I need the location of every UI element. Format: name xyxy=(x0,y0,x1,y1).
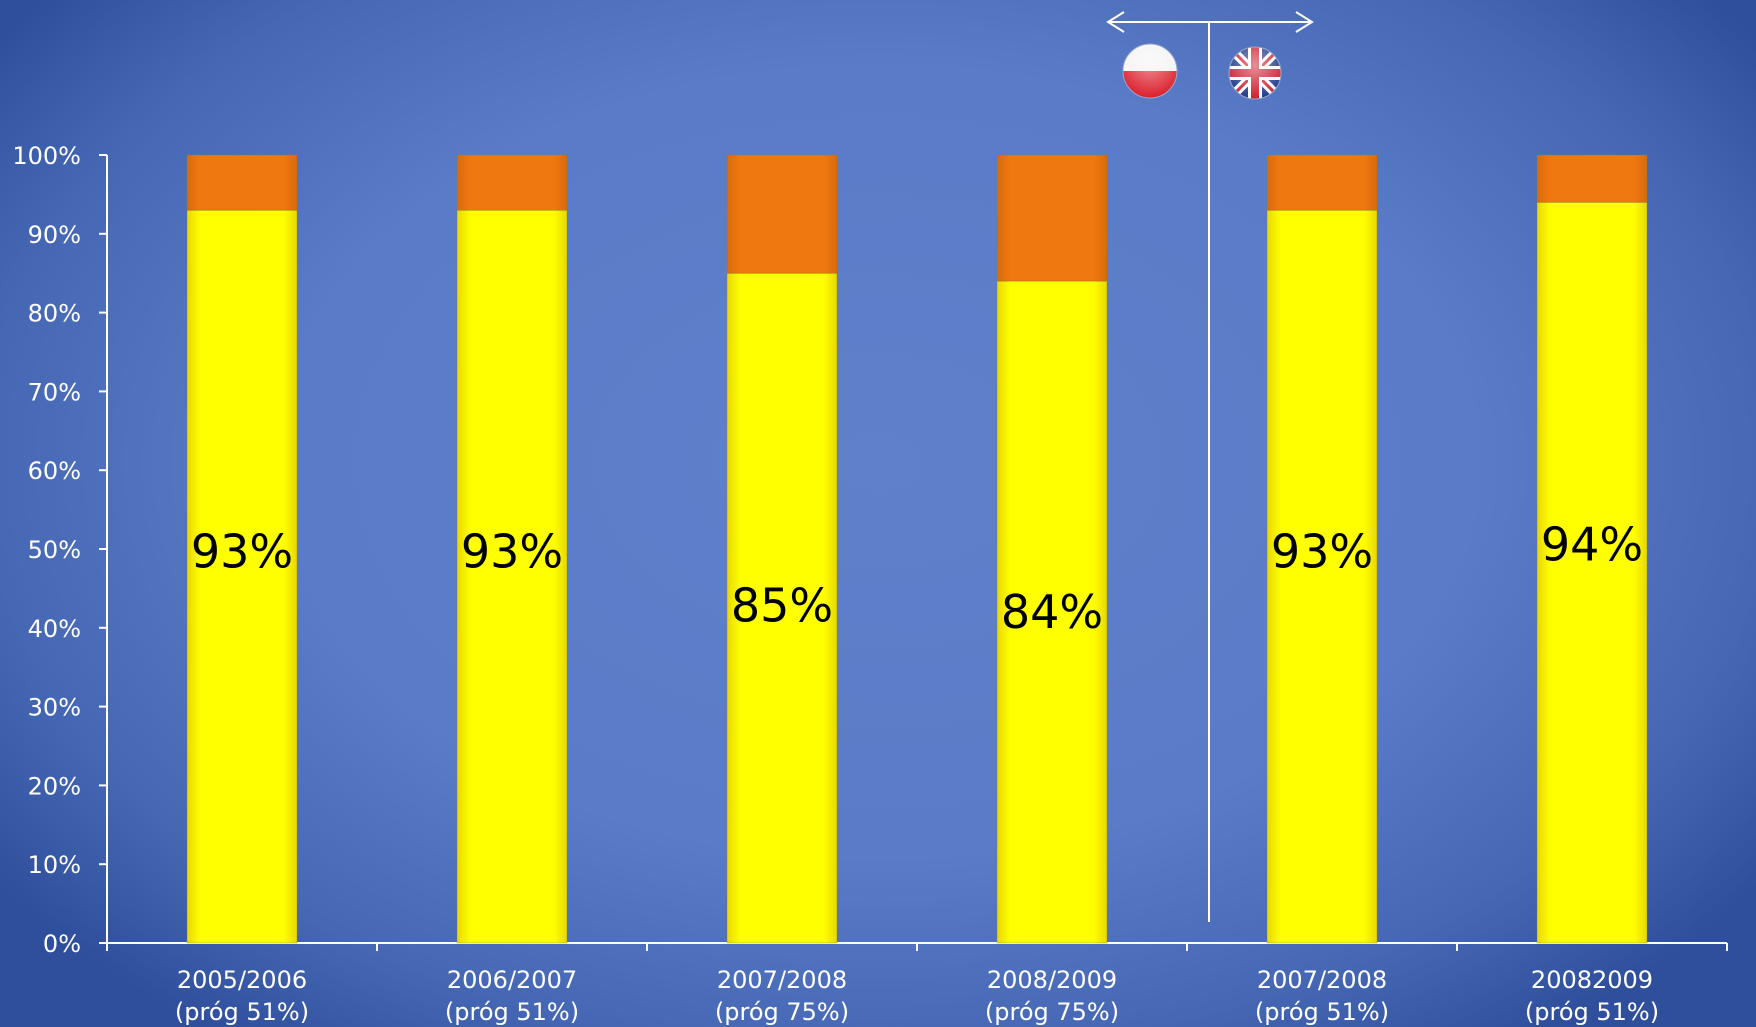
bars xyxy=(186,154,1648,944)
data-label: 93% xyxy=(191,524,293,578)
x-category-label: 2007/2008 xyxy=(1257,966,1387,994)
x-category-label: (próg 51%) xyxy=(445,998,579,1026)
x-category-label: 2005/2006 xyxy=(177,966,307,994)
bar-segment-no xyxy=(1536,154,1648,203)
arrow-right-head xyxy=(1295,11,1314,33)
bar-segment-no xyxy=(996,154,1108,282)
y-tick-label: 10% xyxy=(28,851,81,879)
labels: 93% 2005/2006 (próg 51%) 93% 2006/2007 (próg … xyxy=(175,518,1659,1026)
x-category-label: (próg 51%) xyxy=(175,998,309,1026)
y-tick-label: 70% xyxy=(28,378,81,406)
bar-segment-yes xyxy=(996,280,1108,944)
x-category-label: 2006/2007 xyxy=(447,966,577,994)
divider-annotation xyxy=(1106,11,1314,922)
data-label: 93% xyxy=(1271,524,1373,578)
bar-segment-yes xyxy=(456,209,568,944)
x-category-label: (próg 75%) xyxy=(985,998,1119,1026)
bar-segment-yes xyxy=(1266,209,1378,944)
uk-flag-icon xyxy=(1228,46,1282,100)
bar-segment-yes xyxy=(726,272,838,944)
bar-segment-yes xyxy=(1536,201,1648,944)
bar-segment-no xyxy=(1266,154,1378,211)
x-category-label: 2008/2009 xyxy=(987,966,1117,994)
bar-segment-no xyxy=(456,154,568,211)
x-category-label: 2007/2008 xyxy=(717,966,847,994)
y-tick-label: 80% xyxy=(28,300,81,328)
x-category-label: 20082009 xyxy=(1531,966,1653,994)
y-tick-label: 40% xyxy=(28,615,81,643)
poland-flag-icon xyxy=(1122,43,1178,99)
data-label: 85% xyxy=(731,578,833,632)
data-label: 93% xyxy=(461,524,563,578)
y-tick-label: 100% xyxy=(12,142,81,170)
y-tick-label: 20% xyxy=(28,772,81,800)
data-label: 94% xyxy=(1541,518,1643,572)
x-category-label: (próg 51%) xyxy=(1525,998,1659,1026)
y-tick-label: 30% xyxy=(28,694,81,722)
y-tick-label: 0% xyxy=(43,930,81,958)
y-tick-label: 60% xyxy=(28,457,81,485)
bar-segment-no xyxy=(726,154,838,274)
bar-segment-no xyxy=(186,154,298,211)
axes: 0% 10% 20% 30% 40% 50% 60% 70% 80% 90% 100% xyxy=(12,142,1728,958)
bar-segment-yes xyxy=(186,209,298,944)
y-tick-label: 90% xyxy=(28,221,81,249)
y-tick-label: 50% xyxy=(28,536,81,564)
arrow-left-head xyxy=(1106,11,1125,33)
x-category-label: (próg 51%) xyxy=(1255,998,1389,1026)
data-label: 84% xyxy=(1001,585,1103,639)
x-category-label: (próg 75%) xyxy=(715,998,849,1026)
